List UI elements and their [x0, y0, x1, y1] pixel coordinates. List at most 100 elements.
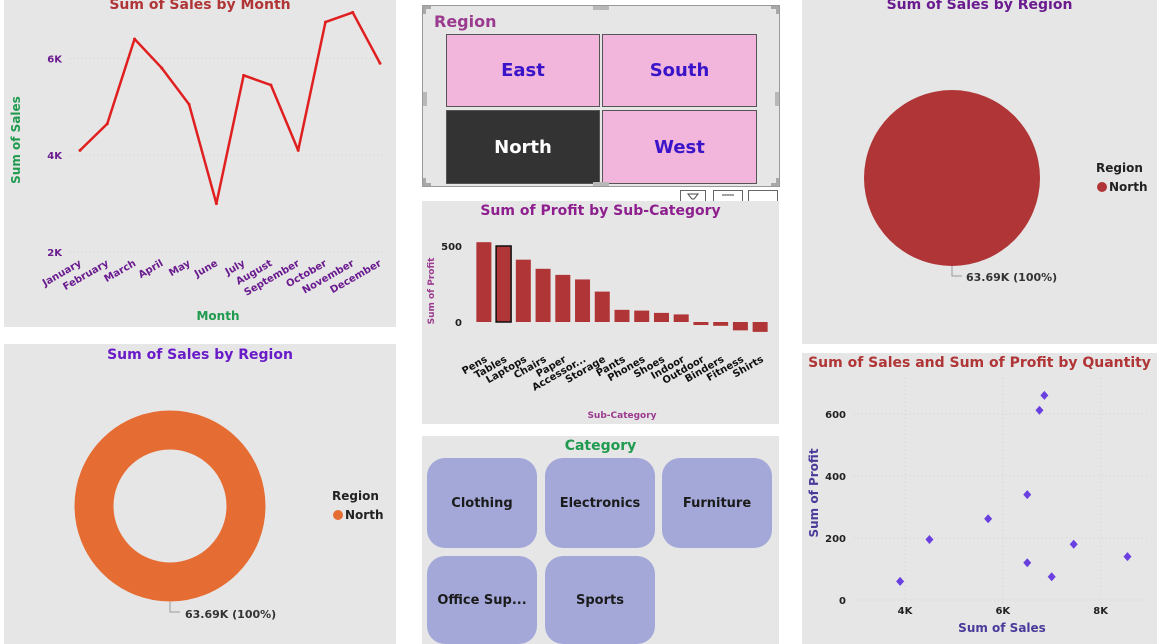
category-button-office-supplies[interactable]: Office Sup... [427, 556, 537, 644]
line-x-tick: June [192, 258, 220, 281]
scatter-point [925, 535, 934, 545]
resize-handle-bottom[interactable] [593, 182, 609, 186]
resize-handle-left[interactable] [423, 92, 427, 106]
bar-13 [732, 322, 748, 331]
scatter-point [1035, 405, 1044, 415]
pie-slice-north [864, 90, 1040, 266]
bar-1 [495, 245, 512, 323]
scatter-y-tick: 400 [825, 472, 846, 483]
pie-legend-marker [1097, 182, 1107, 192]
profit-by-subcategory-panel[interactable]: Sum of Profit by Sub-Category 0 500 Pens Ta… [422, 201, 779, 424]
bar-9 [653, 312, 669, 322]
line-point [242, 73, 246, 77]
bar-title: Sum of Profit by Sub-Category [480, 203, 721, 219]
scatter-point [1047, 572, 1056, 582]
region-tile-east[interactable]: East [446, 34, 600, 107]
line-series-sales [79, 11, 382, 205]
donut-title: Sum of Sales by Region [107, 347, 293, 363]
focus-mode-icon[interactable] [713, 190, 743, 202]
sales-by-month-panel[interactable]: Sum of Sales by Month 2K 4K 6K January Febru… [4, 0, 396, 327]
bar-14 [752, 322, 768, 332]
scatter-point [1040, 390, 1049, 400]
region-slicer-panel: Region East South North West [422, 5, 780, 187]
scatter-x-axis-label: Sum of Sales [958, 621, 1046, 635]
line-x-tick: May [167, 258, 193, 279]
pie-label-leader [951, 266, 962, 277]
bar-y-tick: 0 [455, 318, 462, 329]
line-y-tick: 4K [47, 151, 63, 162]
resize-handle-top[interactable] [593, 6, 609, 10]
line-point [105, 122, 109, 126]
line-point [187, 102, 191, 106]
line-point [296, 148, 300, 152]
scatter-x-tick: 6K [995, 606, 1011, 617]
resize-handle-top-left[interactable] [423, 6, 431, 14]
sales-profit-by-quantity-panel[interactable]: Sum of Sales and Sum of Profit by Quanti… [802, 353, 1157, 644]
pie-title: Sum of Sales by Region [886, 0, 1073, 13]
scatter-point [1123, 552, 1132, 562]
line-y-tick: 2K [47, 248, 63, 259]
scatter-point [1023, 558, 1032, 568]
donut-sales-by-region-panel[interactable]: Sum of Sales by Region 63.69K (100%) Reg… [4, 344, 396, 644]
scatter-x-tick: 4K [898, 606, 914, 617]
resize-handle-right[interactable] [775, 92, 779, 106]
pie-data-label: 63.69K (100%) [966, 271, 1057, 284]
resize-handle-bottom-right[interactable] [771, 178, 779, 186]
region-tile-north[interactable]: North [446, 110, 600, 184]
bar-7 [614, 309, 630, 322]
scatter-y-tick: 0 [839, 596, 846, 607]
region-tile-west[interactable]: West [602, 110, 757, 184]
profit-by-subcategory-chart: 0500PensTablesLaptopsChairsPaperAccessor… [427, 242, 768, 421]
resize-handle-top-right[interactable] [771, 6, 779, 14]
category-button-clothing[interactable]: Clothing [427, 458, 537, 548]
line-y-tick: 6K [47, 54, 63, 65]
category-button-sports[interactable]: Sports [545, 556, 655, 644]
scatter-y-tick: 200 [825, 534, 846, 545]
category-slicer-title: Category [564, 438, 637, 454]
donut-legend-marker [333, 510, 343, 520]
pie-sales-by-region-panel[interactable]: Sum of Sales by Region 63.69K (100%) Reg… [802, 0, 1157, 344]
donut-chart: 63.69K (100%) Region North [74, 410, 383, 621]
line-point [323, 20, 327, 24]
bar-0 [476, 242, 492, 322]
resize-handle-bottom-left[interactable] [423, 178, 431, 186]
line-point [269, 83, 273, 87]
category-button-electronics[interactable]: Electronics [545, 458, 655, 548]
line-point [378, 61, 382, 65]
scatter-point [1069, 539, 1078, 549]
scatter-y-tick: 600 [825, 410, 846, 421]
region-slicer-title: Region [434, 12, 497, 31]
line-point [78, 148, 82, 152]
bar-4 [555, 274, 571, 322]
scatter-x-tick: 8K [1093, 606, 1109, 617]
category-button-furniture[interactable]: Furniture [662, 458, 772, 548]
scatter-point [896, 576, 905, 586]
bar-12 [713, 322, 729, 326]
filter-icon[interactable] [680, 190, 706, 202]
pie-chart: 63.69K (100%) Region North [864, 90, 1147, 284]
region-tile-south[interactable]: South [602, 34, 757, 107]
scatter-y-axis-label: Sum of Profit [807, 448, 821, 537]
donut-legend-title: Region [332, 489, 379, 503]
bar-8 [634, 310, 650, 322]
line-x-tick: April [137, 258, 166, 281]
pie-legend-title: Region [1096, 161, 1143, 175]
bar-11 [693, 322, 709, 326]
line-point [351, 10, 355, 14]
bar-6 [594, 291, 610, 322]
sales-by-month-title: Sum of Sales by Month [109, 0, 291, 13]
line-x-axis-label: Month [196, 309, 239, 323]
bar-y-axis-label: Sum of Profit [427, 257, 437, 325]
line-point [133, 37, 137, 41]
bar-5 [575, 279, 591, 322]
sales-profit-by-quantity-chart: 4K 6K 8K 0 200 400 600 Sum of Sales Sum of Profi… [807, 378, 1150, 635]
pie-legend-item: North [1109, 180, 1147, 194]
more-options-icon[interactable] [748, 190, 778, 202]
line-point [214, 202, 218, 206]
donut-label-leader [169, 602, 180, 613]
bar-3 [535, 268, 551, 322]
line-point [160, 66, 164, 70]
scatter-title: Sum of Sales and Sum of Profit by Quanti… [808, 355, 1151, 371]
bar-10 [673, 314, 689, 322]
